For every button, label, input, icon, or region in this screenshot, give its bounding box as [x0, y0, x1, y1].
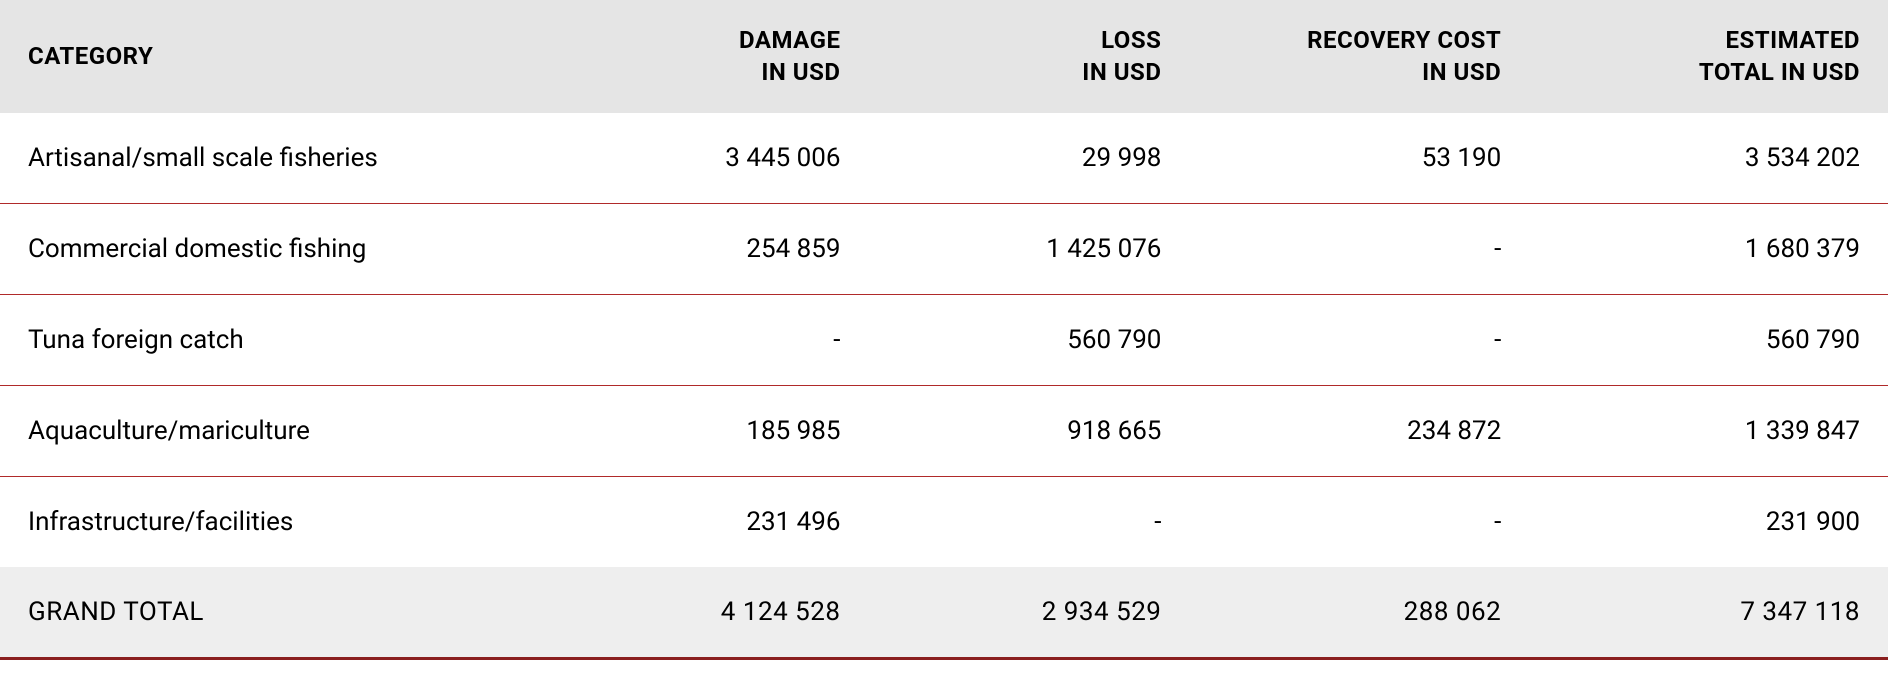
cell-damage: 185 985 — [548, 385, 869, 476]
col-header-line2: IN USD — [1422, 58, 1501, 86]
table-row: Tuna foreign catch - 560 790 - 560 790 — [0, 294, 1888, 385]
cell-total: 560 790 — [1529, 294, 1888, 385]
col-header-line2: IN USD — [1082, 58, 1161, 86]
cell-recovery: 234 872 — [1189, 385, 1529, 476]
col-header-damage: DAMAGE IN USD — [548, 0, 869, 113]
col-header-loss: LOSS IN USD — [868, 0, 1189, 113]
col-header-recovery: RECOVERY COST IN USD — [1189, 0, 1529, 113]
table-footer-row: GRAND TOTAL 4 124 528 2 934 529 288 062 … — [0, 567, 1888, 659]
table-row: Infrastructure/facilities 231 496 - - 23… — [0, 476, 1888, 567]
col-header-line1: DAMAGE — [739, 26, 840, 54]
col-header-line2: TOTAL IN USD — [1699, 58, 1860, 86]
cell-loss: 560 790 — [868, 294, 1189, 385]
cell-damage: 231 496 — [548, 476, 869, 567]
col-header-line1: LOSS — [1101, 26, 1161, 54]
cell-damage: - — [548, 294, 869, 385]
col-header-line1: ESTIMATED — [1725, 26, 1860, 54]
cell-recovery: - — [1189, 476, 1529, 567]
cell-category: Aquaculture/mariculture — [0, 385, 548, 476]
col-header-line1: CATEGORY — [28, 42, 153, 70]
footer-loss: 2 934 529 — [868, 567, 1189, 659]
footer-recovery: 288 062 — [1189, 567, 1529, 659]
table-body: Artisanal/small scale fisheries 3 445 00… — [0, 113, 1888, 567]
cell-loss: 29 998 — [868, 113, 1189, 204]
footer-total: 7 347 118 — [1529, 567, 1888, 659]
cell-damage: 254 859 — [548, 203, 869, 294]
cell-category: Commercial domestic fishing — [0, 203, 548, 294]
cell-category: Tuna foreign catch — [0, 294, 548, 385]
col-header-total: ESTIMATED TOTAL IN USD — [1529, 0, 1888, 113]
col-header-line2: IN USD — [761, 58, 840, 86]
cell-recovery: - — [1189, 294, 1529, 385]
cell-loss: - — [868, 476, 1189, 567]
cell-recovery: - — [1189, 203, 1529, 294]
cost-table: CATEGORY DAMAGE IN USD LOSS IN USD RECOV… — [0, 0, 1888, 660]
cell-total: 1 339 847 — [1529, 385, 1888, 476]
footer-damage: 4 124 528 — [548, 567, 869, 659]
cell-total: 3 534 202 — [1529, 113, 1888, 204]
cell-category: Artisanal/small scale fisheries — [0, 113, 548, 204]
cell-category: Infrastructure/facilities — [0, 476, 548, 567]
cell-total: 231 900 — [1529, 476, 1888, 567]
footer-label: GRAND TOTAL — [0, 567, 548, 659]
table-row: Aquaculture/mariculture 185 985 918 665 … — [0, 385, 1888, 476]
table-row: Artisanal/small scale fisheries 3 445 00… — [0, 113, 1888, 204]
table-row: Commercial domestic fishing 254 859 1 42… — [0, 203, 1888, 294]
cell-loss: 1 425 076 — [868, 203, 1189, 294]
cell-recovery: 53 190 — [1189, 113, 1529, 204]
cell-damage: 3 445 006 — [548, 113, 869, 204]
table-header-row: CATEGORY DAMAGE IN USD LOSS IN USD RECOV… — [0, 0, 1888, 113]
col-header-line1: RECOVERY COST — [1307, 26, 1501, 54]
cell-total: 1 680 379 — [1529, 203, 1888, 294]
cell-loss: 918 665 — [868, 385, 1189, 476]
col-header-category: CATEGORY — [0, 0, 548, 113]
